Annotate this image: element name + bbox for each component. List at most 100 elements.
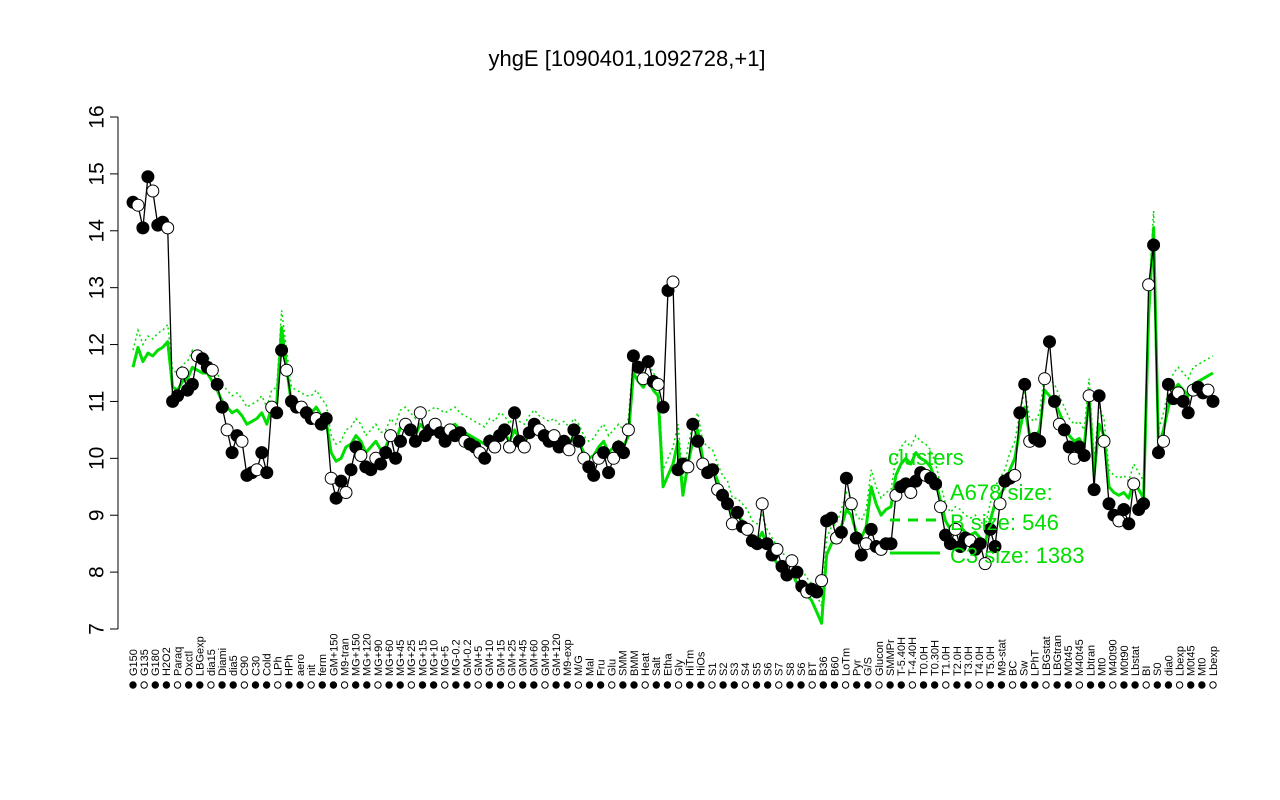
x-marker	[1120, 681, 1128, 689]
data-point	[740, 522, 754, 536]
x-marker	[274, 681, 282, 689]
y-tick-label: 12	[85, 333, 108, 356]
x-tick-label: C30	[250, 656, 262, 676]
x-marker	[1198, 681, 1206, 689]
data-point	[1008, 468, 1022, 482]
x-marker	[507, 681, 516, 689]
y-tick-label: 14	[85, 219, 108, 243]
x-tick-label: MG+15	[417, 640, 429, 676]
x-marker	[173, 681, 182, 689]
x-marker	[663, 681, 672, 689]
x-tick-label: H2O2	[161, 647, 173, 676]
data-point	[478, 451, 492, 465]
x-tick-label: LPh	[273, 656, 285, 676]
x-marker	[396, 681, 404, 689]
x-tick-label: T0.30H	[929, 640, 941, 676]
data-point	[884, 537, 898, 551]
data-point	[131, 198, 145, 212]
x-marker	[775, 681, 783, 689]
x-tick-label: BMM	[629, 650, 641, 676]
x-tick-label: Pyr	[852, 659, 864, 676]
x-tick-label: Salt	[651, 657, 663, 676]
data-point	[825, 511, 838, 525]
data-point	[691, 434, 705, 448]
data-point	[834, 525, 848, 539]
x-tick-label: SMMPr	[885, 639, 897, 676]
x-marker	[518, 681, 527, 689]
x-marker	[1097, 681, 1106, 689]
data-point	[790, 565, 804, 579]
data-point	[344, 463, 358, 477]
y-tick-label: 8	[85, 566, 108, 578]
data-point	[929, 477, 943, 491]
x-tick-label: Mt0	[1097, 658, 1109, 676]
x-tick-label: S1	[707, 663, 719, 676]
data-point	[948, 522, 962, 536]
data-point	[1057, 423, 1071, 437]
x-tick-label: T-4.40H	[907, 637, 919, 676]
y-tick-label: 9	[85, 509, 108, 521]
x-tick-label: S0	[1152, 663, 1164, 676]
x-tick-label: S7	[774, 663, 786, 676]
y-tick-label: 11	[85, 391, 108, 413]
x-marker	[986, 681, 995, 689]
x-tick-label: MG+25	[406, 640, 418, 676]
x-tick-label: Sw	[1019, 661, 1031, 676]
data-point	[205, 363, 219, 377]
data-point	[171, 389, 185, 403]
x-marker	[1053, 681, 1061, 689]
x-tick-label: M0t45	[1063, 645, 1075, 676]
x-tick-label: G180	[150, 649, 162, 676]
x-marker	[340, 681, 349, 689]
data-point	[602, 466, 616, 480]
data-point	[319, 412, 333, 425]
data-point	[666, 275, 680, 289]
x-tick-label: T-5.40H	[896, 637, 908, 676]
x-tick-label: LoTm	[840, 648, 852, 676]
x-marker	[1064, 681, 1072, 689]
x-marker	[853, 681, 861, 689]
x-tick-label: ferm	[317, 654, 329, 676]
x-marker	[240, 681, 249, 689]
data-point	[1018, 377, 1032, 391]
x-tick-label: B36	[818, 656, 830, 676]
data-point	[651, 377, 665, 391]
x-tick-label: MG+5	[440, 646, 452, 676]
data-point	[1157, 434, 1170, 448]
data-point	[978, 557, 992, 571]
x-tick-label: GM-0.2	[462, 639, 474, 676]
x-marker	[474, 681, 482, 689]
legend-entry-2-label: B size: 546	[950, 510, 1059, 535]
x-marker	[1086, 681, 1095, 689]
data-point	[686, 417, 700, 431]
x-marker	[552, 681, 560, 689]
data-point	[626, 349, 640, 363]
x-marker	[184, 681, 193, 689]
x-marker	[897, 681, 905, 689]
x-tick-label: T4.0H	[974, 646, 986, 676]
data-point	[656, 400, 670, 414]
x-tick-label: GM+60	[529, 640, 541, 676]
x-tick-label: T0.0H	[918, 646, 930, 676]
x-tick-label: Paraq	[172, 647, 184, 676]
x-tick-label: B60	[829, 656, 841, 676]
data-point	[1127, 477, 1141, 491]
data-point	[379, 446, 393, 460]
data-point	[488, 440, 502, 454]
x-marker	[830, 681, 839, 689]
data-point	[934, 500, 947, 514]
x-tick-label: G/S	[863, 657, 875, 676]
data-point	[389, 451, 403, 465]
data-point	[225, 446, 239, 460]
x-marker	[752, 681, 761, 689]
x-marker	[652, 681, 660, 689]
data-point	[1077, 449, 1091, 462]
x-marker	[797, 681, 805, 689]
data-point	[844, 497, 858, 511]
x-marker	[619, 681, 627, 689]
data-point	[755, 497, 769, 511]
x-marker	[608, 681, 616, 689]
x-tick-label: BC	[1007, 661, 1019, 676]
x-marker	[1109, 681, 1117, 689]
data-point	[587, 468, 601, 482]
